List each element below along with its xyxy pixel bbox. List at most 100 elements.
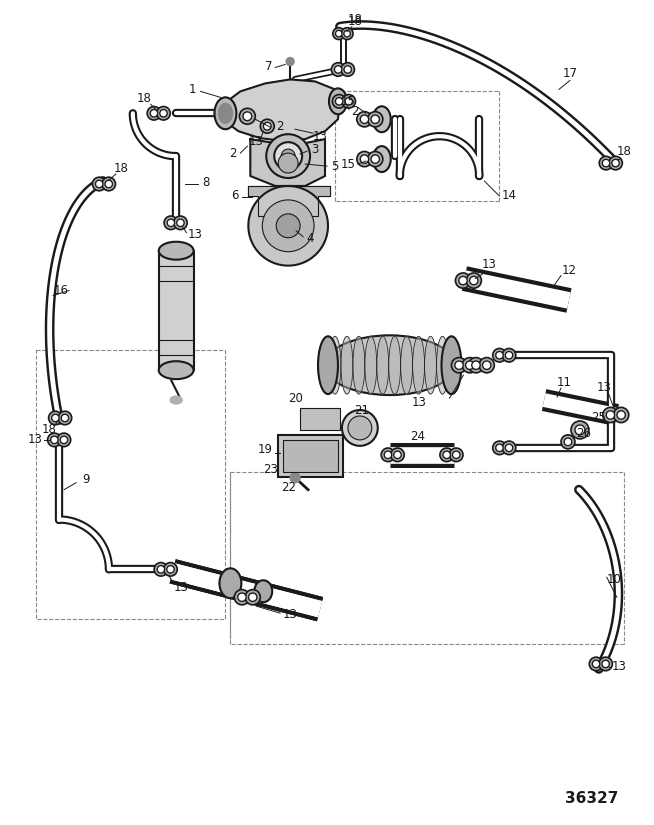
Circle shape	[466, 361, 474, 370]
Circle shape	[381, 448, 395, 462]
Text: 9: 9	[82, 474, 90, 486]
Ellipse shape	[254, 580, 272, 602]
Circle shape	[290, 473, 300, 483]
Text: 13: 13	[249, 134, 264, 148]
Circle shape	[571, 421, 589, 439]
Ellipse shape	[377, 337, 388, 394]
Circle shape	[443, 451, 451, 459]
Circle shape	[390, 448, 404, 462]
Circle shape	[345, 97, 353, 105]
Text: 12: 12	[562, 264, 576, 277]
Circle shape	[612, 159, 619, 167]
Circle shape	[384, 451, 392, 459]
Circle shape	[167, 566, 174, 573]
Text: 6: 6	[231, 190, 238, 202]
Circle shape	[492, 441, 506, 455]
Text: 13: 13	[173, 581, 188, 594]
Circle shape	[264, 122, 271, 130]
Circle shape	[599, 156, 613, 170]
Polygon shape	[249, 186, 330, 216]
Circle shape	[593, 660, 600, 667]
Text: 23: 23	[263, 464, 278, 476]
Circle shape	[459, 276, 467, 285]
Circle shape	[177, 219, 184, 227]
Circle shape	[371, 115, 379, 124]
Circle shape	[360, 115, 369, 124]
Text: 18: 18	[136, 92, 151, 105]
Circle shape	[451, 357, 467, 373]
Text: 13: 13	[412, 395, 427, 408]
Bar	[300, 408, 340, 430]
Circle shape	[286, 58, 294, 65]
Circle shape	[239, 108, 255, 125]
Circle shape	[105, 180, 112, 188]
Circle shape	[613, 408, 628, 422]
Ellipse shape	[329, 88, 347, 115]
Circle shape	[506, 444, 513, 451]
Circle shape	[333, 28, 345, 40]
Circle shape	[95, 180, 103, 188]
Circle shape	[468, 357, 483, 373]
Circle shape	[336, 97, 343, 105]
Circle shape	[164, 563, 177, 576]
Circle shape	[160, 110, 167, 117]
Text: 14: 14	[502, 190, 517, 202]
Circle shape	[262, 200, 314, 252]
Circle shape	[462, 357, 477, 373]
Text: 19: 19	[258, 443, 273, 456]
Circle shape	[150, 110, 158, 117]
Text: 13: 13	[611, 661, 626, 673]
Circle shape	[147, 106, 161, 120]
Circle shape	[561, 435, 575, 449]
Polygon shape	[220, 79, 340, 141]
Circle shape	[167, 219, 175, 227]
Ellipse shape	[373, 146, 390, 172]
Text: 4: 4	[306, 233, 314, 245]
Text: 2: 2	[351, 105, 358, 118]
Circle shape	[278, 153, 298, 173]
Circle shape	[102, 177, 116, 191]
Bar	[278, 435, 343, 477]
Circle shape	[394, 451, 401, 459]
Circle shape	[470, 276, 478, 285]
Circle shape	[440, 448, 453, 462]
Circle shape	[154, 563, 167, 576]
Ellipse shape	[401, 337, 413, 394]
Circle shape	[332, 63, 345, 76]
Circle shape	[234, 590, 250, 605]
Text: 18: 18	[347, 13, 362, 26]
Circle shape	[357, 111, 372, 127]
Circle shape	[276, 214, 300, 238]
Circle shape	[368, 152, 383, 167]
Ellipse shape	[441, 337, 462, 394]
Circle shape	[602, 159, 610, 167]
Circle shape	[496, 444, 503, 451]
Ellipse shape	[373, 106, 390, 132]
Text: 21: 21	[354, 403, 370, 417]
Ellipse shape	[215, 97, 236, 130]
Circle shape	[602, 660, 610, 667]
Text: 13: 13	[283, 608, 298, 620]
Circle shape	[260, 120, 274, 133]
Circle shape	[564, 438, 572, 446]
Circle shape	[483, 361, 491, 370]
Circle shape	[52, 414, 59, 422]
Bar	[159, 251, 194, 370]
Circle shape	[472, 361, 480, 370]
Circle shape	[336, 31, 342, 37]
Circle shape	[368, 111, 383, 127]
Circle shape	[249, 186, 328, 266]
Ellipse shape	[170, 396, 182, 404]
Text: 24: 24	[410, 431, 425, 443]
Text: 2: 2	[229, 147, 236, 159]
Ellipse shape	[353, 337, 365, 394]
Text: 13: 13	[188, 229, 203, 241]
Ellipse shape	[318, 337, 338, 394]
Text: 15: 15	[341, 158, 355, 171]
Ellipse shape	[365, 337, 377, 394]
Text: 22: 22	[281, 481, 296, 494]
Circle shape	[57, 433, 71, 446]
Text: 18: 18	[42, 423, 57, 436]
Ellipse shape	[329, 337, 341, 394]
Circle shape	[266, 134, 310, 178]
